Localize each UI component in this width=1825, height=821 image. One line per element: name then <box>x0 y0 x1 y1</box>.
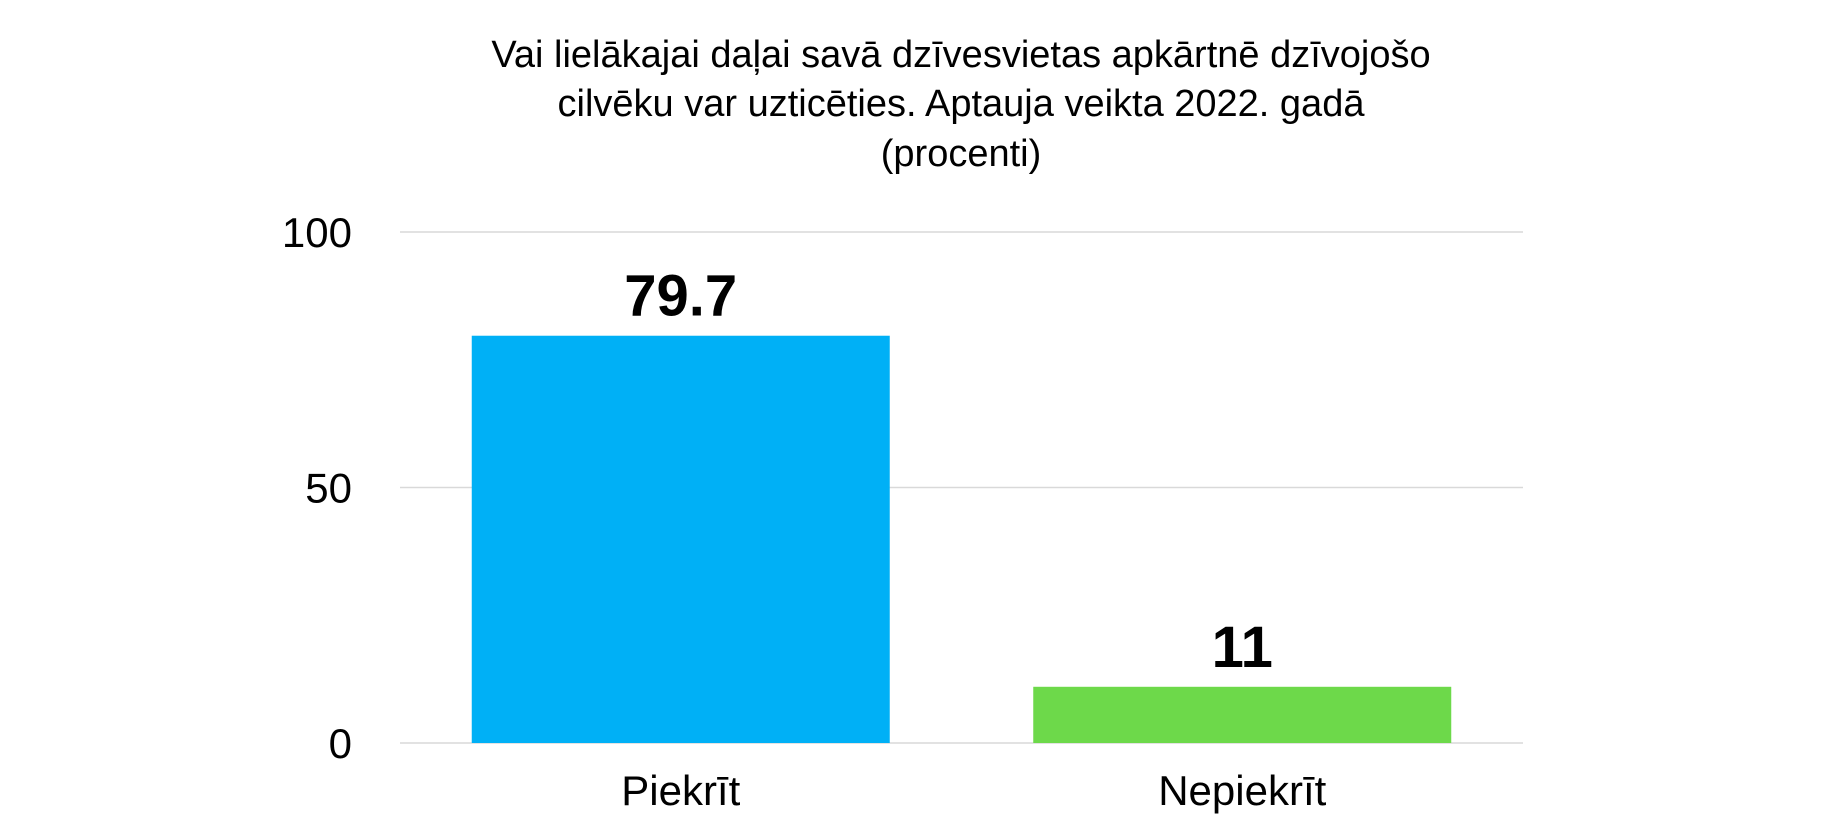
data-label-1: 79.7 <box>624 264 737 329</box>
bar-2 <box>1033 686 1452 743</box>
y-tick-label-50: 50 <box>305 465 352 512</box>
data-label-2: 11 <box>1212 615 1273 680</box>
y-axis-ticks: 0 50 100 <box>282 209 352 767</box>
chart-title-line-2: cilvēku var uzticēties. Aptauja veikta 2… <box>558 83 1366 125</box>
x-axis-categories: Piekrīt Nepiekrīt <box>621 767 1326 814</box>
bars <box>471 335 1452 743</box>
chart-title: Vai lielākajai daļai savā dzīvesvietas a… <box>491 34 1430 175</box>
chart-title-line-1: Vai lielākajai daļai savā dzīvesvietas a… <box>491 34 1430 76</box>
data-labels: 79.7 11 <box>624 264 1273 680</box>
category-label-2: Nepiekrīt <box>1158 767 1326 814</box>
y-tick-label-0: 0 <box>329 720 352 767</box>
chart-title-line-3: (procenti) <box>881 133 1042 175</box>
y-tick-label-100: 100 <box>282 209 352 256</box>
bar-1 <box>471 335 890 743</box>
category-label-1: Piekrīt <box>621 767 740 814</box>
